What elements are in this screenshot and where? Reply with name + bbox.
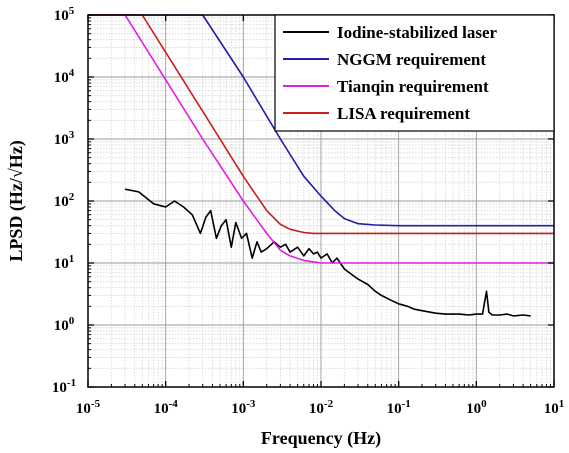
tick-labels: 10-5 10-4 10-3 10-2 10-1 100 101 10-1 100 101 102 1… (52, 5, 564, 417)
legend-label: Tianqin requirement (337, 77, 489, 96)
x-tick-label: 100 (466, 398, 487, 417)
x-tick-label: 10-5 (76, 398, 101, 417)
y-tick-label: 102 (54, 191, 75, 210)
y-tick-label: 100 (54, 315, 75, 334)
y-tick-label: 105 (54, 5, 75, 24)
x-tick-label: 10-4 (154, 398, 179, 417)
y-tick-label: 103 (54, 129, 75, 148)
legend-label: Iodine-stabilized laser (337, 23, 498, 42)
legend: Iodine-stabilized laser NGGM requirement T… (274, 14, 555, 132)
y-tick-label: 10-1 (52, 377, 76, 396)
legend-label: NGGM requirement (337, 50, 486, 69)
series-line-lisa-requirement (88, 14, 554, 235)
x-tick-label: 10-1 (387, 398, 411, 417)
x-axis-label: Frequency (Hz) (261, 428, 381, 449)
x-tick-label: 101 (544, 398, 565, 417)
y-tick-label: 104 (54, 67, 75, 86)
series-lines (88, 14, 554, 317)
y-tick-label: 101 (54, 253, 75, 272)
series-line-nggm-requirement (88, 14, 554, 227)
series-line-tianqin-requirement (88, 14, 554, 264)
x-tick-label: 10-3 (231, 398, 256, 417)
series-line-iodine-stabilized-laser (124, 188, 531, 317)
legend-label: LISA requirement (337, 104, 470, 123)
x-tick-label: 10-2 (309, 398, 334, 417)
legend-box (274, 14, 555, 132)
y-axis-label: LPSD (Hz/√Hz) (6, 140, 27, 261)
